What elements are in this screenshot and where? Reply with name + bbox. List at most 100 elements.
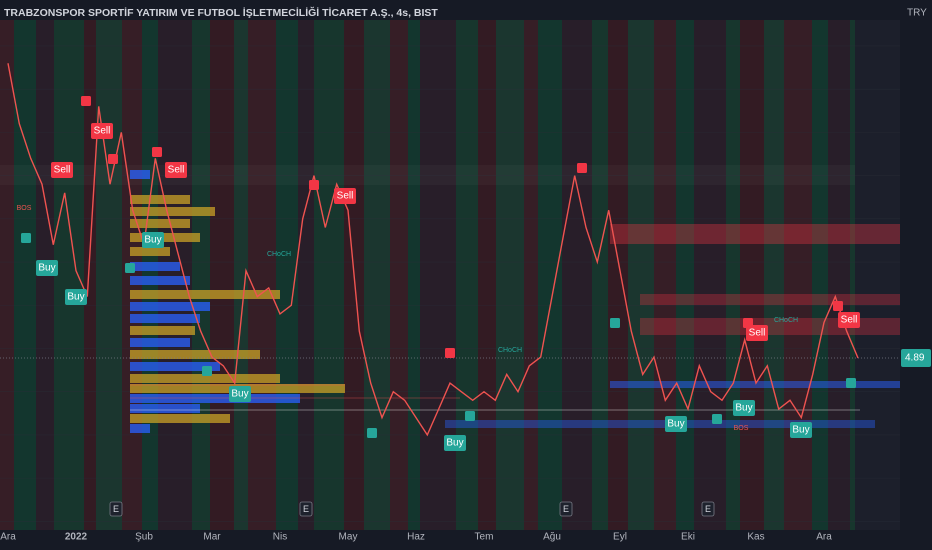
signal-band [496,20,524,530]
event-marker-box [299,501,313,517]
volume-profile-bar [130,170,150,179]
signal-badge [665,416,687,432]
signal-badge [165,162,187,178]
signal-band [408,20,420,530]
signal-band [192,20,210,530]
x-axis-area [0,530,932,550]
x-tick-label: Şub [135,532,153,543]
signal-band [54,20,84,530]
signal-band [420,20,456,530]
x-tick-label: Ara [816,532,832,543]
zone [640,318,900,335]
volume-profile-bar [130,404,200,413]
signal-label: Buy [231,389,248,400]
signal-bands [0,20,900,530]
x-tick-label: Ağu [543,532,561,543]
signal-badge [229,386,251,402]
signal-band [538,20,562,530]
volume-profile-bar [130,424,150,433]
x-tick-label: Nis [273,532,287,543]
signal-marker [367,428,377,438]
volume-profile-bar [130,326,195,335]
signal-marker [465,411,475,421]
signal-label: Buy [67,292,84,303]
x-tick-label: Kas [747,532,764,543]
future-area [855,20,900,530]
volume-profile-bar [130,350,260,359]
volume-profile-bar [130,233,200,242]
price-line [7,63,859,437]
signal-band [592,20,608,530]
signal-label: Sell [749,328,766,339]
signal-marker [577,163,587,173]
signal-marker [202,366,212,376]
signal-label: Buy [735,403,752,414]
volume-profile-bar [130,338,190,347]
chart-title: TRABZONSPOR SPORTİF YATIRIM VE FUTBOL İŞ… [4,6,438,19]
structure-label: BOS [734,425,749,432]
x-tick-label: 2022 [65,532,88,543]
event-marker: E [113,504,119,514]
signal-marker [81,96,91,106]
signal-badge [790,422,812,438]
signal-band [14,20,36,530]
signal-band [654,20,676,530]
signal-marker [833,301,843,311]
volume-profile-bar [130,262,180,271]
zone [610,381,900,388]
structure-label: CHoCH [498,347,522,354]
signal-badge [444,435,466,451]
signal-band [298,20,314,530]
event-marker: E [705,504,711,514]
signal-band [96,20,122,530]
signal-badge [746,325,768,341]
signal-marker [712,414,722,424]
signal-band [608,20,628,530]
zone [640,294,900,305]
volume-profile-bar [130,276,190,285]
signal-marker [846,378,856,388]
signal-label: Buy [38,263,55,274]
signal-band [784,20,812,530]
volume-profile-bar [130,219,190,228]
x-tick-label: Eyl [613,532,627,543]
event-marker-box [109,501,123,517]
x-tick-label: Ara [0,532,16,543]
signal-band [764,20,784,530]
event-marker: E [563,504,569,514]
signal-label: Sell [337,191,354,202]
last-price-label: 4.89 [905,353,925,364]
signal-marker [125,263,135,273]
signal-band [524,20,538,530]
volume-profile-bar [130,195,190,204]
volume-profile-bar [130,374,280,383]
event-marker-box [559,501,573,517]
signal-badge [91,123,113,139]
signal-badge [838,312,860,328]
signal-band [812,20,828,530]
signal-badge [36,260,58,276]
y-axis-area [900,0,932,530]
signal-band [676,20,694,530]
signal-band [726,20,740,530]
signal-badge [142,232,164,248]
signal-band [84,20,96,530]
signal-band [390,20,408,530]
volume-profile-bar [130,302,210,311]
zone [445,420,875,428]
signal-band [0,20,14,530]
signal-marker [108,154,118,164]
signal-label: Sell [168,165,185,176]
signal-band [478,20,496,530]
signal-band [210,20,234,530]
signal-band [248,20,276,530]
volume-profile-bar [130,247,170,256]
signal-label: Buy [144,235,161,246]
signal-marker [610,318,620,328]
volume-profile-bar [130,207,215,216]
event-marker-box [701,501,715,517]
signal-badge [334,188,356,204]
signal-marker [152,147,162,157]
